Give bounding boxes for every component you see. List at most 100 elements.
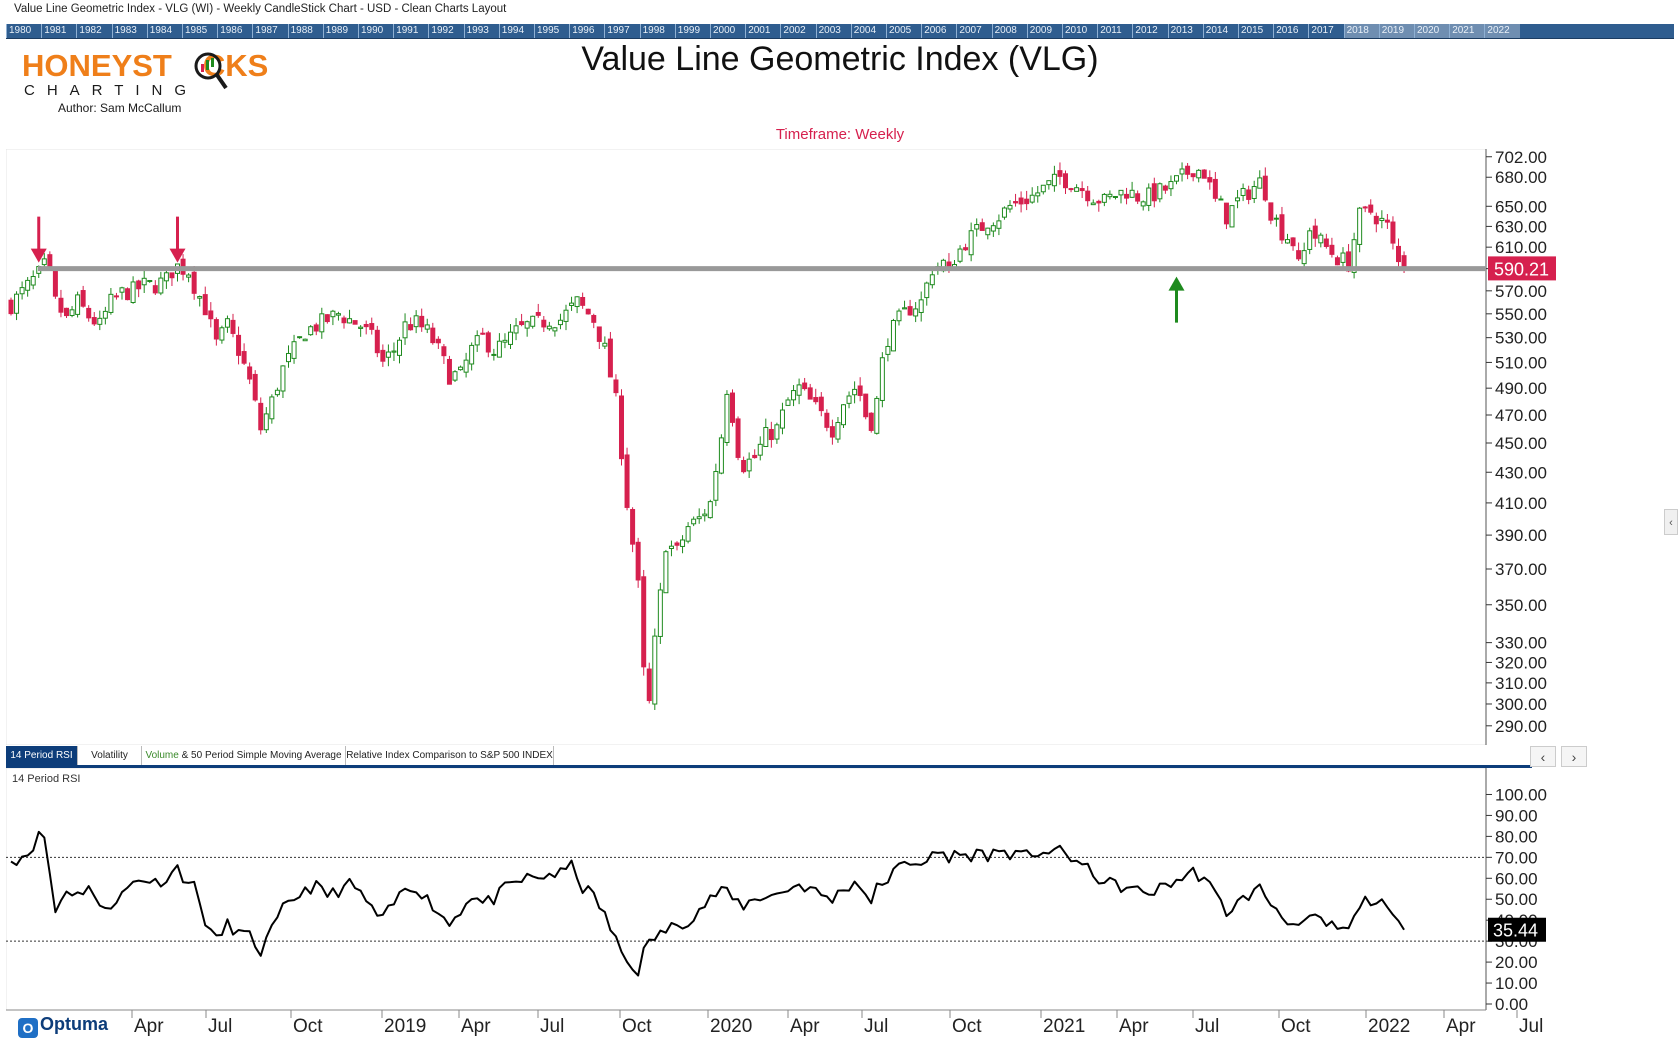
candle-body [1063,173,1068,189]
y-tick-label: 330.00 [1495,634,1547,653]
y-tick-label: 310.00 [1495,674,1547,693]
year-cell[interactable]: 1985 [182,24,217,38]
year-cell[interactable]: 1988 [287,24,323,38]
magnifier-icon [194,52,228,90]
year-cell[interactable]: 1996 [569,24,604,38]
year-cell[interactable]: 1980 [6,24,41,38]
candle-body [1007,204,1013,210]
tab-relative-index[interactable]: Relative Index Comparison to S&P 500 IND… [346,746,554,765]
year-cell[interactable]: 1989 [322,24,358,38]
candle-body [752,454,758,459]
year-cell[interactable]: 2000 [710,24,745,38]
tab-volatility[interactable]: Volatility [78,746,142,765]
year-cell[interactable]: 1994 [498,24,534,38]
candle-body [1373,215,1379,225]
year-cell[interactable]: 2017 [1308,24,1343,38]
rsi-y-tick-label: 80.00 [1495,827,1538,846]
year-cell[interactable]: 1999 [674,24,710,38]
candle-body [8,299,14,315]
year-cell[interactable]: 2018 [1343,24,1379,38]
year-cell[interactable]: 2001 [745,24,780,38]
year-cell[interactable]: 1997 [604,24,639,38]
rsi-chart[interactable]: 14 Period RSI 100.00 90.00 80.00 70.00 60.00 5… [6,768,1674,1038]
candle-body [163,272,169,282]
year-cell[interactable]: 1983 [111,24,147,38]
year-cell[interactable]: 1998 [639,24,675,38]
panel-collapse-handle[interactable]: ‹ [1664,509,1678,535]
tab-volume-sma[interactable]: Volume & 50 Period Simple Moving Average [142,746,346,765]
candle-body [1190,173,1196,178]
candle-body [335,313,341,316]
rsi-last-value-badge [1488,917,1546,942]
candle-body [674,542,680,546]
price-chart[interactable]: 702.00680.00650.00630.00610.00590.00570.… [6,149,1674,745]
year-cell[interactable]: 2009 [1026,24,1062,38]
year-cell[interactable]: 2010 [1062,24,1097,38]
candle-body [1340,252,1346,263]
year-cell[interactable]: 1987 [252,24,287,38]
year-cell[interactable]: 2020 [1414,24,1450,38]
candle-body [1035,192,1041,197]
year-cell[interactable]: 2012 [1132,24,1167,38]
year-cell[interactable]: 1981 [41,24,76,38]
candle-body [857,385,863,396]
year-cell[interactable]: 2015 [1238,24,1273,38]
candle-body [907,306,913,316]
year-cell[interactable]: 2008 [991,24,1027,38]
year-cell[interactable]: 1991 [393,24,428,38]
candle-body [546,325,552,330]
year-cell[interactable]: 1986 [217,24,252,38]
candle-body [113,295,119,298]
year-cell[interactable]: 2016 [1273,24,1308,38]
candle-body [169,272,175,279]
year-cell[interactable]: 2003 [815,24,851,38]
year-cell[interactable]: 2005 [886,24,921,38]
tab-scroll-left-button[interactable]: ‹ [1530,746,1556,767]
candle-body [324,314,330,323]
candle-body [1079,188,1085,192]
candle-body [1151,183,1157,202]
tab-scroll-right-button[interactable]: › [1561,746,1587,767]
candle-body [1174,175,1179,182]
year-cell[interactable]: 2019 [1378,24,1414,38]
rsi-last-value-label: 35.44 [1493,921,1538,941]
year-cell[interactable]: 2013 [1167,24,1203,38]
candle-body [957,248,963,262]
logo-subtitle: CHARTING [24,82,199,99]
candle-body [668,545,674,549]
candle-body [1001,207,1007,218]
candle-body [508,331,513,345]
year-cell[interactable]: 2011 [1097,24,1132,38]
year-navigator-strip[interactable]: 1980 1981 1982 1983 1984 1985 1986 1987 1988 1989… [6,24,1674,39]
candle-body [64,307,69,317]
candle-body [902,307,908,310]
candle-body [308,326,314,336]
candle-body [624,454,630,508]
year-cell[interactable]: 1992 [428,24,463,38]
year-cell[interactable]: 1982 [76,24,111,38]
year-cell[interactable]: 1993 [463,24,499,38]
candle-body [591,315,597,323]
candle-body [458,366,464,371]
year-cell[interactable]: 1990 [358,24,393,38]
candle-body [58,297,64,313]
candle-body [974,224,980,230]
candle-body [424,324,430,330]
year-cell[interactable]: 2014 [1202,24,1238,38]
year-cell[interactable]: 1995 [534,24,569,38]
candle-body [197,296,203,299]
year-cell[interactable]: 2006 [921,24,956,38]
y-tick-label: 510.00 [1495,353,1547,372]
year-cell[interactable]: 2004 [850,24,886,38]
year-cell[interactable]: 2002 [780,24,815,38]
candle-body [990,225,996,232]
candle-body [1024,198,1030,205]
candle-body [69,309,75,316]
year-cell[interactable]: 2021 [1449,24,1485,38]
tab-14-period-rsi[interactable]: 14 Period RSI [6,746,78,765]
x-tick-label: Jul [1195,1016,1219,1037]
candle-body [1318,234,1324,244]
year-cell[interactable]: 1984 [146,24,182,38]
year-cell[interactable]: 2007 [956,24,991,38]
year-cell[interactable]: 2022 [1484,24,1520,38]
